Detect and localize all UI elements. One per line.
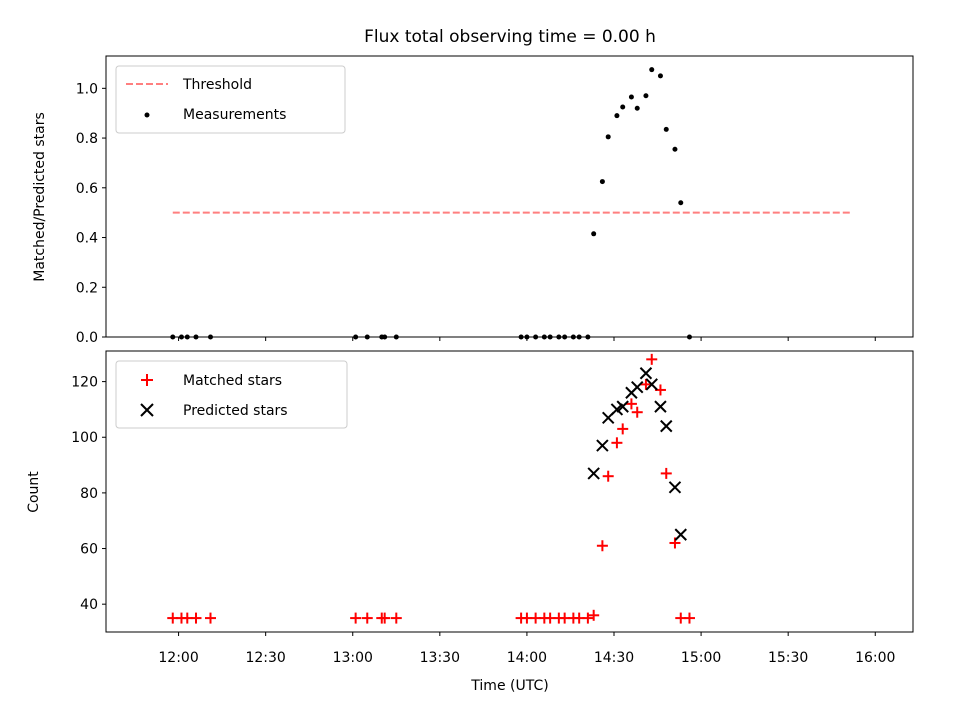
predicted-star-point	[674, 528, 687, 541]
predicted-star-point	[631, 380, 644, 394]
bottom-x-ticks: 12:00 12:30 13:00 13:30 14:00 14:30 15:00 15:30…	[158, 632, 895, 666]
predicted-star-point	[587, 467, 600, 480]
bottom-y-ticks: 40 60 80 100 120	[71, 375, 106, 613]
matched-star-point	[617, 423, 629, 435]
bottom-y-tick-label: 60	[80, 542, 98, 558]
measurement-point	[649, 67, 655, 73]
legend-matched-swatch	[141, 374, 153, 386]
predicted-star-point	[645, 378, 658, 391]
bottom-panel: 40 60 80 100 120 12:00 12:30 13:00 13:30 14:00 14…	[26, 350, 914, 694]
predicted-star-point	[660, 419, 673, 433]
matched-star-point	[602, 470, 614, 482]
top-legend: Threshold Measurements	[115, 65, 346, 134]
measurement-point	[591, 231, 597, 237]
matched-star-point	[582, 612, 594, 624]
measurement-point	[678, 200, 684, 206]
matched-star-point	[646, 353, 658, 365]
bottom-legend: Matched stars Predicted stars	[115, 360, 348, 429]
top-y-tick-label: 0.2	[76, 280, 98, 296]
top-y-axis-label: Matched/Predicted stars	[32, 112, 48, 282]
bottom-axes-frame	[105, 350, 914, 633]
chart-title: Flux total observing time = 0.00 h	[364, 27, 656, 47]
measurement-point	[634, 105, 640, 111]
top-legend-box	[115, 65, 346, 134]
measurement-point	[605, 134, 611, 140]
x-tick-label: 16:00	[855, 650, 895, 666]
top-y-tick-label: 0.8	[76, 131, 98, 147]
measurement-point	[599, 179, 605, 185]
matched-star-point	[611, 437, 623, 449]
matched-star-point	[588, 609, 600, 621]
legend-measurements-swatch	[144, 112, 150, 118]
legend-measurements-label: Measurements	[183, 107, 286, 123]
legend-matched-label: Matched stars	[183, 373, 282, 389]
x-tick-label: 12:30	[245, 650, 285, 666]
matched-star-point	[190, 612, 202, 624]
top-panel: 0.0 0.2 0.4 0.6 0.8 1.0 Matched/Predicted sta…	[32, 55, 914, 346]
x-tick-label: 12:00	[158, 650, 198, 666]
x-tick-label: 14:30	[594, 650, 634, 666]
matched-star-point	[660, 467, 672, 479]
predicted-star-point	[596, 439, 609, 452]
top-y-tick-label: 1.0	[76, 81, 98, 97]
predicted-star-point	[654, 400, 667, 413]
bottom-y-tick-label: 80	[80, 486, 98, 502]
x-tick-label: 14:00	[507, 650, 547, 666]
bottom-y-tick-label: 120	[71, 375, 98, 391]
measurement-point	[628, 94, 634, 100]
top-y-tick-label: 0.6	[76, 181, 98, 197]
measurement-point	[663, 126, 669, 132]
matched-star-point	[683, 612, 695, 624]
matched-star-point	[361, 612, 373, 624]
matched-star-point	[205, 612, 217, 624]
top-y-ticks: 0.0 0.2 0.4 0.6 0.8 1.0	[76, 81, 106, 346]
x-tick-label: 15:00	[681, 650, 721, 666]
matched-star-point	[640, 378, 652, 390]
top-y-tick-label: 0.4	[76, 231, 98, 247]
x-tick-label: 13:30	[420, 650, 460, 666]
legend-threshold-label: Threshold	[182, 77, 252, 93]
legend-predicted-swatch	[140, 403, 154, 417]
bottom-y-tick-label: 100	[71, 430, 98, 446]
measurement-point	[657, 73, 663, 79]
top-axes-frame	[105, 55, 914, 338]
bottom-legend-box	[115, 360, 348, 429]
bottom-y-tick-label: 40	[80, 597, 98, 613]
x-axis-label: Time (UTC)	[470, 678, 548, 694]
top-x-ticks	[178, 337, 876, 341]
x-tick-label: 15:30	[768, 650, 808, 666]
bottom-marks	[167, 353, 695, 624]
bottom-y-axis-label: Count	[26, 471, 42, 513]
measurement-point	[672, 146, 678, 152]
matched-star-point	[390, 612, 402, 624]
matched-star-point	[379, 612, 391, 624]
matched-star-point	[625, 398, 637, 410]
measurement-point	[614, 113, 620, 119]
top-marks	[170, 67, 853, 340]
x-tick-label: 13:00	[333, 650, 373, 666]
measurement-point	[643, 93, 649, 99]
matched-star-point	[596, 540, 608, 552]
matched-star-point	[631, 406, 643, 418]
predicted-star-point	[639, 367, 653, 380]
predicted-star-point	[616, 400, 629, 413]
legend-predicted-label: Predicted stars	[183, 403, 288, 419]
predicted-star-point	[668, 481, 682, 494]
measurement-point	[620, 104, 626, 110]
matched-star-point	[350, 612, 362, 624]
top-y-tick-label: 0.0	[76, 330, 98, 346]
